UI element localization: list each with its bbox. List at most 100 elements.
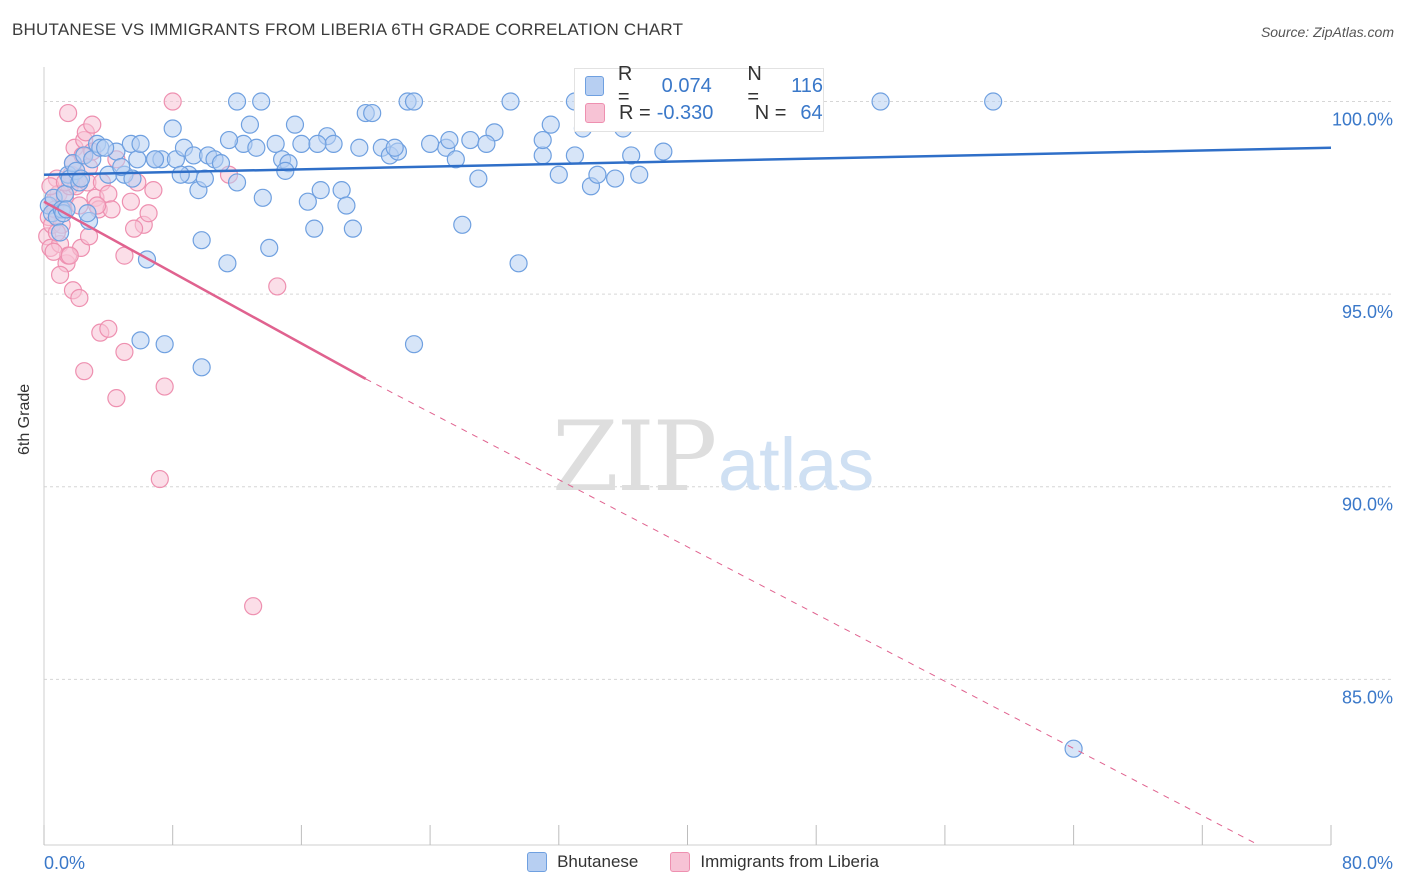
liberia-point — [44, 242, 63, 261]
bhutanese-point — [332, 181, 351, 200]
bhutanese-point — [211, 154, 231, 173]
bhutanese-point — [350, 138, 369, 157]
watermark-atlas: atlas — [718, 423, 874, 506]
liberia-point — [83, 115, 102, 134]
bhutanese-point — [404, 92, 424, 111]
stats-row-liberia: R = -0.330 N = 64 — [585, 100, 823, 126]
bhutanese-point — [363, 103, 382, 123]
y-tick-label: 90.0% — [1342, 495, 1393, 515]
bhutanese-point — [549, 165, 568, 184]
liberia-point — [121, 192, 140, 211]
stats-r-value: -0.330 — [656, 101, 714, 124]
legend-label-liberia: Immigrants from Liberia — [700, 852, 879, 871]
bhutanese-point — [871, 92, 890, 111]
bhutanese-point — [606, 169, 625, 188]
liberia-point — [75, 362, 94, 381]
bhutanese-point — [1064, 739, 1083, 758]
liberia-point — [124, 219, 144, 238]
bhutanese-point — [218, 254, 237, 273]
bhutanese-point — [622, 146, 641, 165]
stats-n-value: 64 — [800, 101, 823, 124]
stats-swatch-liberia — [585, 103, 605, 123]
bhutanese-point — [404, 335, 424, 354]
stats-r-value: 0.074 — [661, 74, 712, 97]
bhutanese-point — [192, 231, 211, 250]
axes — [43, 67, 1332, 846]
bhutanese-point — [247, 138, 266, 157]
bhutanese-point — [285, 115, 305, 134]
bhutanese-point — [453, 215, 472, 234]
bhutanese-trend-line — [43, 146, 1332, 176]
bhutanese-point — [253, 188, 272, 207]
bhutanese-point — [311, 181, 330, 200]
bhutanese-point — [337, 196, 356, 215]
bhutanese-point — [421, 134, 440, 153]
bhutanese-point — [440, 130, 459, 150]
bhutanese-point — [78, 204, 97, 223]
bhutanese-point — [55, 184, 75, 204]
bhutanese-point — [192, 358, 211, 377]
liberia-point — [99, 319, 118, 338]
bhutanese-point — [128, 150, 147, 169]
legend-label-bhutanese: Bhutanese — [557, 852, 639, 871]
bhutanese-point — [260, 238, 279, 258]
bhutanese-point — [227, 173, 247, 192]
bhutanese-point — [252, 92, 271, 111]
bhutanese-point — [131, 331, 150, 350]
watermark: ZIP atlas — [552, 401, 874, 513]
y-tick-label: 85.0% — [1342, 687, 1393, 707]
stats-row-bhutanese: R = 0.074 N = 116 — [585, 63, 823, 108]
liberia-point — [268, 277, 287, 296]
liberia-point — [115, 342, 134, 362]
y-tick-label: 95.0% — [1342, 302, 1393, 322]
bhutanese-point — [588, 165, 607, 184]
bhutanese-point — [266, 134, 285, 153]
bhutanese-point — [308, 134, 327, 153]
bhutanese-point — [984, 92, 1003, 111]
watermark-zip: ZIP — [552, 401, 715, 513]
y-tick-label: 100.0% — [1332, 110, 1393, 130]
liberia-point — [107, 389, 126, 408]
bhutanese-point — [227, 92, 247, 111]
liberia-point — [70, 288, 89, 308]
bhutanese-point — [501, 92, 520, 111]
liberia-point — [144, 181, 163, 200]
stats-swatch-bhutanese — [585, 76, 604, 96]
bhutanese-point — [541, 115, 560, 134]
stats-r-label: R = — [619, 101, 651, 124]
bhutanese-point — [385, 138, 404, 157]
bhutanese-point — [195, 169, 214, 188]
bhutanese-point — [630, 165, 649, 184]
stats-r-label: R = — [617, 63, 633, 108]
chart-source: Source: ZipAtlas.com — [1260, 24, 1394, 40]
bhutanese-point — [155, 335, 174, 354]
legend: Bhutanese Immigrants from Liberia — [0, 852, 1406, 872]
tick-labels: 100.0% 95.0% 90.0% 85.0% 0.0% 80.0% — [44, 110, 1393, 873]
bhutanese-point — [123, 169, 142, 188]
bhutanese-point — [533, 146, 552, 165]
x-tick-label-min: 0.0% — [44, 853, 85, 873]
stats-legend-box: R = 0.074 N = 116 R = -0.330 N = 64 — [574, 63, 824, 132]
x-tick-label-max: 80.0% — [1342, 853, 1393, 873]
liberia-point — [50, 265, 70, 284]
liberia-trend-line — [43, 200, 367, 380]
liberia-point — [139, 204, 158, 223]
legend-swatch-bhutanese — [527, 852, 548, 872]
bhutanese-point — [343, 219, 362, 238]
bhutanese-point — [50, 223, 70, 242]
grid-lines — [44, 101, 1394, 680]
bhutanese-point — [305, 219, 324, 238]
bhutanese-point — [96, 138, 115, 157]
bhutanese-point — [565, 146, 584, 165]
bhutanese-point — [171, 165, 190, 184]
stats-n-label: N = — [754, 101, 787, 124]
bhutanese-point — [145, 150, 165, 169]
stats-n-value: 116 — [791, 74, 823, 97]
liberia-point — [60, 246, 79, 265]
bhutanese-point — [298, 192, 317, 211]
liberia-point — [59, 103, 78, 123]
bhutanese-point — [112, 157, 131, 177]
liberia-point — [163, 92, 182, 111]
bhutanese-point — [131, 134, 150, 153]
